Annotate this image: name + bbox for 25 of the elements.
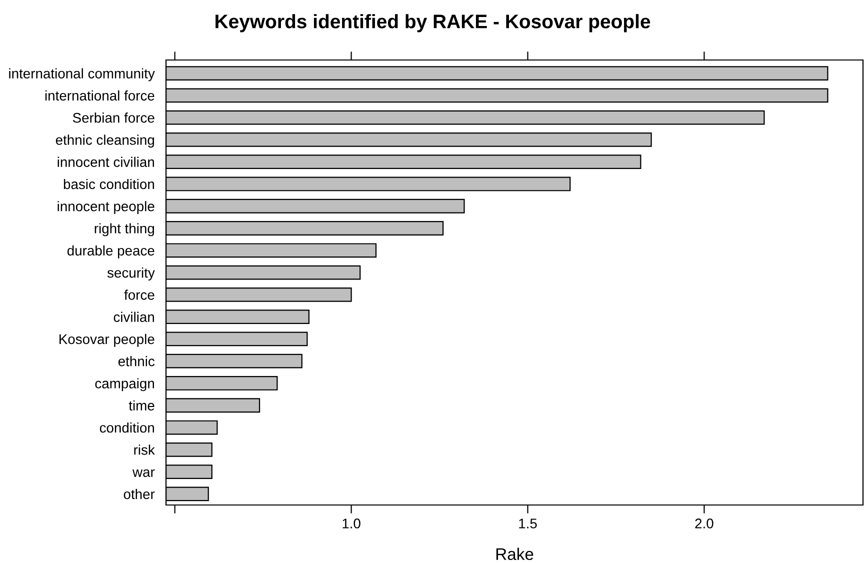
y-tick-label: civilian xyxy=(114,312,154,322)
y-tick-label: durable peace xyxy=(67,245,154,258)
y-tick-label: Kosovar people xyxy=(60,334,154,347)
y-tick-label: risk xyxy=(134,444,155,455)
y-tick-label: right thing xyxy=(94,223,154,236)
y-tick-label: campaign xyxy=(95,378,154,392)
y-tick-label: Serbian force xyxy=(72,112,154,123)
y-tick-label: innocent civilian xyxy=(58,156,154,168)
y-tick-label: war xyxy=(132,469,155,477)
y-tick-label: innocent people xyxy=(58,201,154,214)
x-tick-label: 1.0 xyxy=(342,518,360,528)
y-tick-label: basic condition xyxy=(64,178,154,190)
x-tick-label: 1.5 xyxy=(519,518,537,528)
y-tick-label: security xyxy=(107,268,155,280)
y-tick-label: condition xyxy=(100,422,154,433)
y-tick-label: international force xyxy=(45,90,154,101)
x-axis-title: Rake xyxy=(496,548,534,560)
y-tick-label: ethnic cleansing xyxy=(56,134,154,148)
y-tick-label: other xyxy=(124,488,155,500)
y-tick-label: international community xyxy=(9,68,155,82)
y-tick-label: force xyxy=(124,290,154,300)
y-tick-label: ethnic xyxy=(118,356,155,366)
y-tick-label: time xyxy=(128,400,154,411)
chart-title: Keywords identified by RAKE - Kosovar people xyxy=(216,14,650,32)
x-tick-label: 2.0 xyxy=(695,518,714,528)
